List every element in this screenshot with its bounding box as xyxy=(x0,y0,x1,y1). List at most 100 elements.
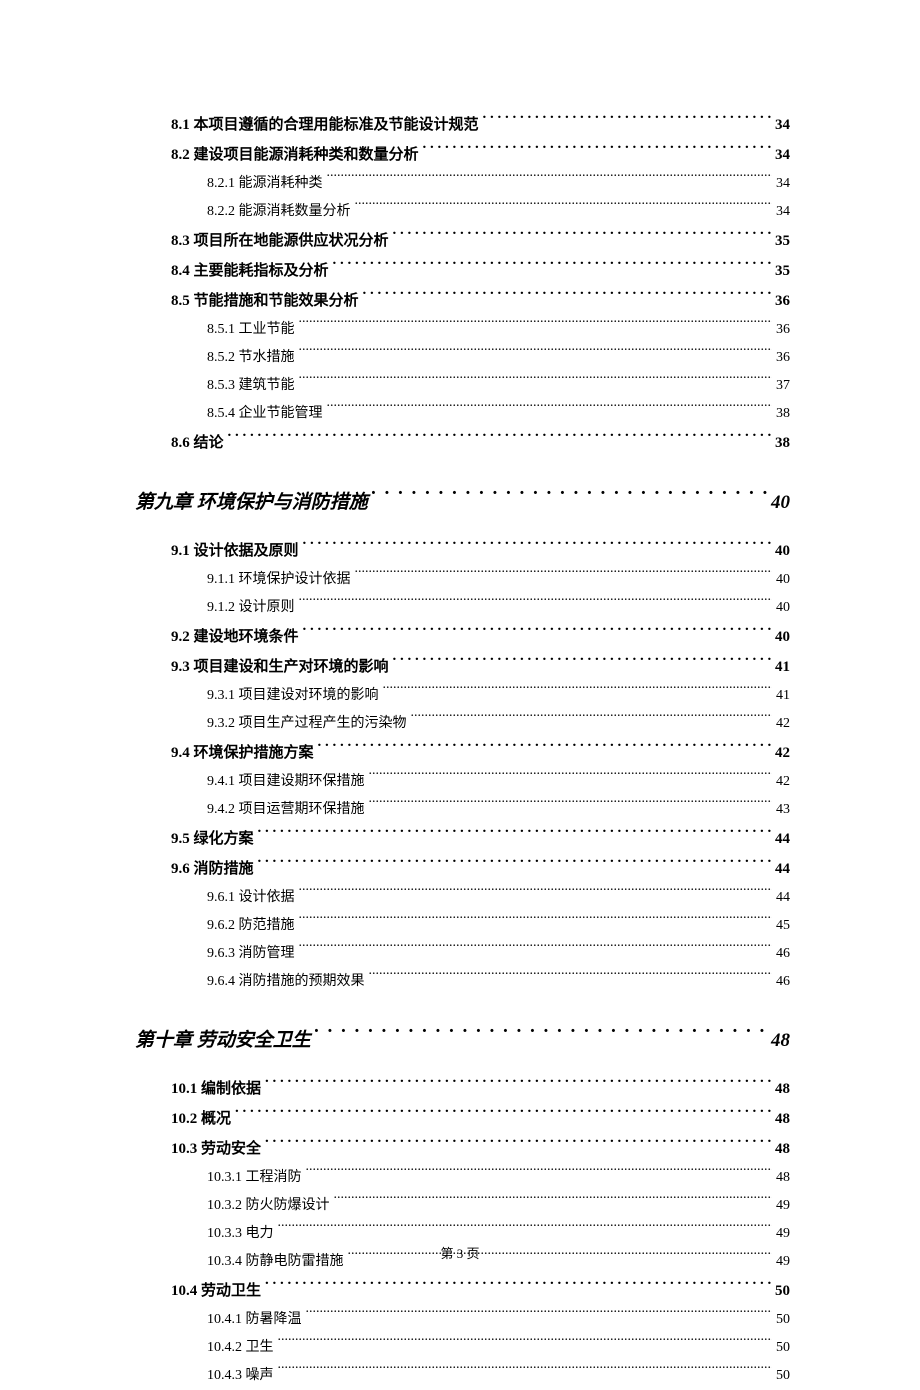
toc-label: 第九章 环境保护与消防措施 xyxy=(135,484,368,522)
toc-entry: 8.4 主要能耗指标及分析35 xyxy=(171,256,790,286)
toc-label: 9.1.1 环境保护设计依据 xyxy=(207,566,351,594)
toc-leader-dots xyxy=(303,626,771,641)
toc-entry: 10.3 劳动安全48 xyxy=(171,1134,790,1164)
toc-leader-dots xyxy=(333,260,771,275)
toc-leader-dots xyxy=(327,173,773,187)
toc-entry: 9.6.3 消防管理46 xyxy=(207,940,790,968)
toc-entry: 10.4.1 防暑降温 50 xyxy=(207,1306,790,1334)
toc-page-number: 50 xyxy=(776,1306,790,1334)
toc-label: 8.2.2 能源消耗数量分析 xyxy=(207,198,351,226)
toc-entry: 9.4.1 项目建设期环保措施42 xyxy=(207,768,790,796)
toc-page-number: 46 xyxy=(776,940,790,968)
toc-label: 8.6 结论 xyxy=(171,428,224,458)
toc-page-number: 42 xyxy=(775,738,790,768)
toc-leader-dots xyxy=(299,375,773,389)
toc-page-number: 34 xyxy=(776,170,790,198)
toc-entry: 9.5 绿化方案44 xyxy=(171,824,790,854)
toc-page-number: 40 xyxy=(771,484,790,522)
toc-page-number: 36 xyxy=(776,344,790,372)
toc-label: 10.4.1 防暑降温 xyxy=(207,1306,302,1334)
toc-leader-dots xyxy=(228,432,771,447)
toc-leader-dots xyxy=(278,1337,773,1351)
toc-leader-dots xyxy=(355,201,773,215)
toc-leader-dots xyxy=(265,1138,771,1153)
toc-label: 9.4.1 项目建设期环保措施 xyxy=(207,768,365,796)
toc-leader-dots xyxy=(306,1309,773,1323)
toc-page-number: 41 xyxy=(775,652,790,682)
toc-leader-dots xyxy=(303,540,771,555)
toc-leader-dots xyxy=(369,971,773,985)
toc-label: 8.5 节能措施和节能效果分析 xyxy=(171,286,359,316)
page-number: 第 3 页 xyxy=(440,1246,479,1261)
toc-label: 9.3 项目建设和生产对环境的影响 xyxy=(171,652,389,682)
toc-entry: 9.6.2 防范措施45 xyxy=(207,912,790,940)
toc-entry: 9.1.1 环境保护设计依据40 xyxy=(207,566,790,594)
toc-entry: 8.5.2 节水措施 36 xyxy=(207,344,790,372)
toc-label: 8.5.2 节水措施 xyxy=(207,344,295,372)
toc-leader-dots xyxy=(278,1365,773,1379)
toc-entry: 10.3.2 防火防爆设计49 xyxy=(207,1192,790,1220)
toc-entry: 10.4.2 卫生50 xyxy=(207,1334,790,1362)
toc-label: 9.6.4 消防措施的预期效果 xyxy=(207,968,365,996)
toc-leader-dots xyxy=(327,403,773,417)
toc-leader-dots xyxy=(258,858,771,873)
toc-entry: 9.1.2 设计原则 40 xyxy=(207,594,790,622)
toc-leader-dots xyxy=(318,742,771,757)
toc-entry: 9.6 消防措施44 xyxy=(171,854,790,884)
toc-label: 9.3.1 项目建设对环境的影响 xyxy=(207,682,379,710)
toc-page-number: 38 xyxy=(775,428,790,458)
toc-label: 9.6 消防措施 xyxy=(171,854,254,884)
toc-entry: 8.3 项目所在地能源供应状况分析35 xyxy=(171,226,790,256)
toc-entry: 9.3.2 项目生产过程产生的污染物 42 xyxy=(207,710,790,738)
toc-page-number: 35 xyxy=(775,256,790,286)
toc-leader-dots xyxy=(306,1167,773,1181)
toc-page-number: 48 xyxy=(775,1104,790,1134)
toc-label: 10.3.1 工程消防 xyxy=(207,1164,302,1192)
toc-leader-dots xyxy=(299,915,773,929)
toc-entry: 9.2 建设地环境条件40 xyxy=(171,622,790,652)
toc-page-number: 40 xyxy=(776,594,790,622)
toc-page-number: 40 xyxy=(775,622,790,652)
toc-label: 9.3.2 项目生产过程产生的污染物 xyxy=(207,710,407,738)
toc-entry: 10.2 概况48 xyxy=(171,1104,790,1134)
toc-leader-dots xyxy=(334,1195,773,1209)
toc-leader-dots xyxy=(299,597,773,611)
toc-label: 8.3 项目所在地能源供应状况分析 xyxy=(171,226,389,256)
toc-page-number: 46 xyxy=(776,968,790,996)
toc-label: 9.6.1 设计依据 xyxy=(207,884,295,912)
toc-entry: 8.6 结论 38 xyxy=(171,428,790,458)
toc-page-number: 50 xyxy=(776,1362,790,1390)
toc-label: 8.5.4 企业节能管理 xyxy=(207,400,323,428)
toc-label: 9.1.2 设计原则 xyxy=(207,594,295,622)
toc-entry: 10.3.1 工程消防 48 xyxy=(207,1164,790,1192)
toc-page-number: 48 xyxy=(771,1022,790,1060)
toc-page-number: 48 xyxy=(775,1074,790,1104)
toc-entry: 9.6.1 设计依据44 xyxy=(207,884,790,912)
toc-entry: 10.4.3 噪声50 xyxy=(207,1362,790,1390)
toc-leader-dots xyxy=(393,656,771,671)
toc-entry: 8.5 节能措施和节能效果分析36 xyxy=(171,286,790,316)
toc-leader-dots xyxy=(265,1280,771,1295)
toc-leader-dots xyxy=(369,799,773,813)
toc-page-number: 50 xyxy=(776,1334,790,1362)
toc-page-number: 41 xyxy=(776,682,790,710)
toc-page-number: 42 xyxy=(776,710,790,738)
toc-label: 10.1 编制依据 xyxy=(171,1074,261,1104)
toc-page-number: 48 xyxy=(776,1164,790,1192)
toc-entry: 8.5.1 工业节能36 xyxy=(207,316,790,344)
toc-page-number: 44 xyxy=(775,824,790,854)
toc-page-number: 48 xyxy=(775,1134,790,1164)
toc-page-number: 34 xyxy=(775,140,790,170)
toc-label: 9.1 设计依据及原则 xyxy=(171,536,299,566)
toc-entry: 9.3 项目建设和生产对环境的影响 41 xyxy=(171,652,790,682)
toc-page-number: 49 xyxy=(776,1192,790,1220)
toc-label: 8.2 建设项目能源消耗种类和数量分析 xyxy=(171,140,419,170)
toc-page-number: 34 xyxy=(775,110,790,140)
toc-entry: 9.4 环境保护措施方案42 xyxy=(171,738,790,768)
toc-entry: 8.5.4 企业节能管理38 xyxy=(207,400,790,428)
toc-leader-dots xyxy=(235,1108,771,1123)
toc-entry: 9.3.1 项目建设对环境的影响 41 xyxy=(207,682,790,710)
toc-label: 第十章 劳动安全卫生 xyxy=(135,1022,311,1060)
toc-page-number: 37 xyxy=(776,372,790,400)
toc-label: 9.4.2 项目运营期环保措施 xyxy=(207,796,365,824)
